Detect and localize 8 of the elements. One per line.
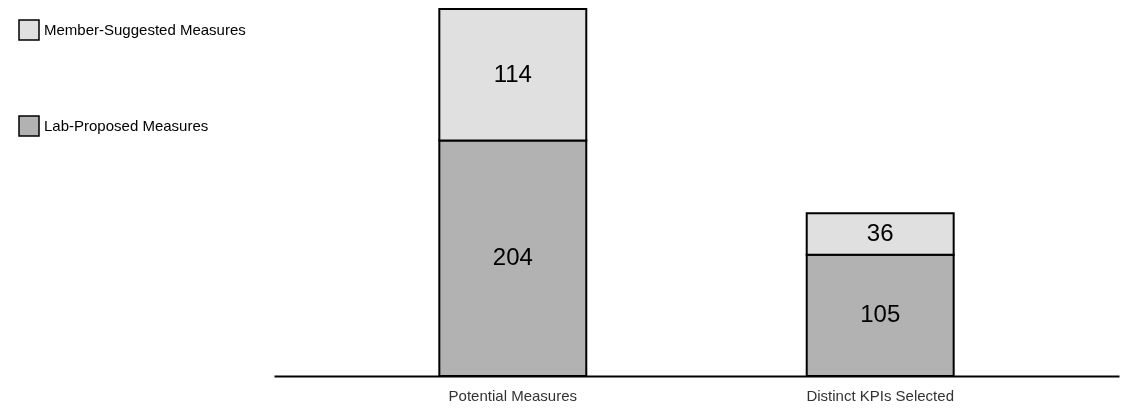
data-label: 105 (860, 300, 901, 328)
legend-label: Lab-Proposed Measures (44, 117, 209, 134)
x-tick-label: Distinct KPIs Selected (806, 386, 954, 404)
data-label: 114 (493, 59, 532, 87)
data-label: 36 (866, 219, 894, 247)
x-tick-label: Potential Measures (448, 386, 578, 404)
legend-label: Member-Suggested Measures (44, 21, 246, 38)
data-label: 204 (492, 243, 533, 271)
